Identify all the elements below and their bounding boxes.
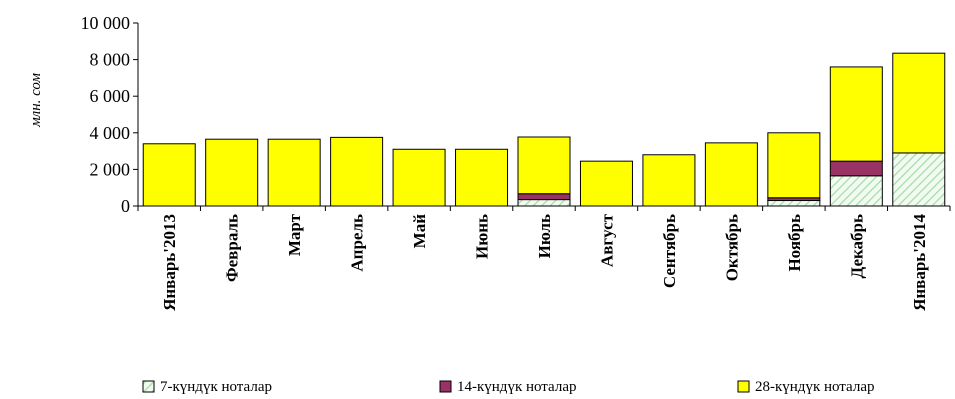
x-tick-label: Июль [535, 214, 554, 258]
legend-item: 7-күндүк ноталар [142, 379, 272, 395]
legend-swatch [142, 380, 155, 393]
bar-segment-28day [517, 136, 571, 195]
bar-segment-28day [642, 154, 696, 207]
x-tick-label: Апрель [348, 214, 367, 272]
x-tick-label: Январь'2014 [910, 214, 929, 311]
legend-swatch [439, 380, 452, 393]
y-tick-label: 4 000 [90, 123, 131, 143]
bar-segment-28day [330, 136, 384, 207]
x-tick-label: Декабрь [847, 214, 866, 278]
bar-segment-28day [267, 138, 321, 207]
x-tick-label: Май [410, 214, 429, 249]
bar-segment-28day [392, 148, 446, 207]
x-tick-label: Ноябрь [785, 214, 804, 272]
y-tick-label: 8 000 [90, 50, 131, 70]
y-tick-label: 0 [121, 196, 130, 216]
legend-label: 28-күндүк ноталар [755, 379, 874, 395]
legend-item: 14-күндүк ноталар [439, 379, 576, 395]
y-tick-label: 2 000 [90, 159, 131, 179]
bar-segment-14day [829, 160, 883, 177]
legend-label: 14-күндүк ноталар [457, 379, 576, 395]
bar-segment-7day [892, 152, 946, 207]
x-tick-label: Июнь [473, 214, 492, 259]
bar-segment-28day [892, 52, 946, 154]
x-tick-label: Февраль [223, 214, 242, 282]
bar-segment-7day [767, 200, 821, 207]
bar-segment-28day [579, 160, 633, 207]
y-axis-label: млн. сом [28, 73, 44, 128]
y-tick-label: 10 000 [81, 13, 131, 33]
x-tick-label: Март [285, 213, 304, 256]
bar-segment-28day [704, 142, 758, 207]
y-tick-label: 6 000 [90, 86, 131, 106]
legend-item: 28-күндүк ноталар [737, 379, 874, 395]
bar-segment-28day [142, 143, 196, 207]
bar-segment-14day [517, 193, 571, 201]
bar-segment-7day [829, 175, 883, 207]
legend-swatch [737, 380, 750, 393]
x-tick-label: Сентябрь [660, 214, 679, 288]
x-tick-label: Август [597, 213, 616, 267]
x-tick-label: Октябрь [722, 214, 741, 281]
legend-label: 7-күндүк ноталар [160, 379, 272, 395]
bar-segment-28day [455, 148, 509, 207]
bar-segment-28day [205, 138, 259, 207]
bar-segment-7day [517, 199, 571, 207]
bar-segment-28day [767, 132, 821, 199]
bar-segment-28day [829, 66, 883, 162]
x-tick-label: Январь'2013 [160, 214, 179, 311]
